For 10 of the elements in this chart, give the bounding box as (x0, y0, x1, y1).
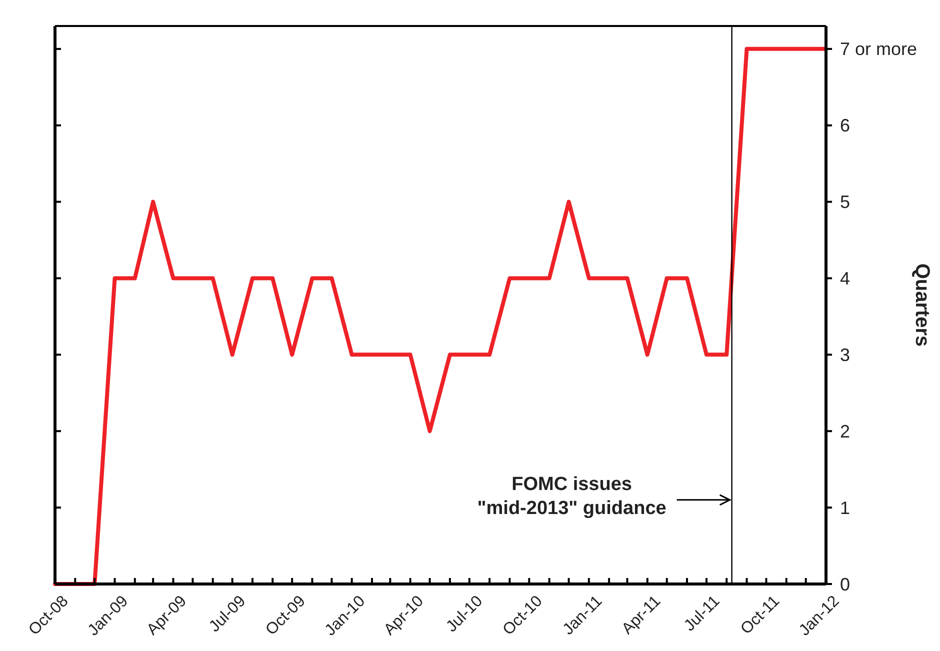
y-tick-label: 6 (840, 116, 850, 136)
y-tick-label: 1 (840, 498, 850, 518)
y-axis-title: Quarters (911, 263, 933, 347)
y-tick-label: 2 (840, 421, 850, 442)
y-tick-label: 3 (840, 344, 850, 365)
y-tick-label: 5 (840, 192, 850, 212)
y-tick-label: 4 (840, 268, 850, 289)
annotation: FOMC issues "mid-2013" guidance (477, 474, 666, 519)
y-tick-label: 0 (840, 574, 850, 594)
y-tick-label: 7 or more (840, 39, 918, 60)
